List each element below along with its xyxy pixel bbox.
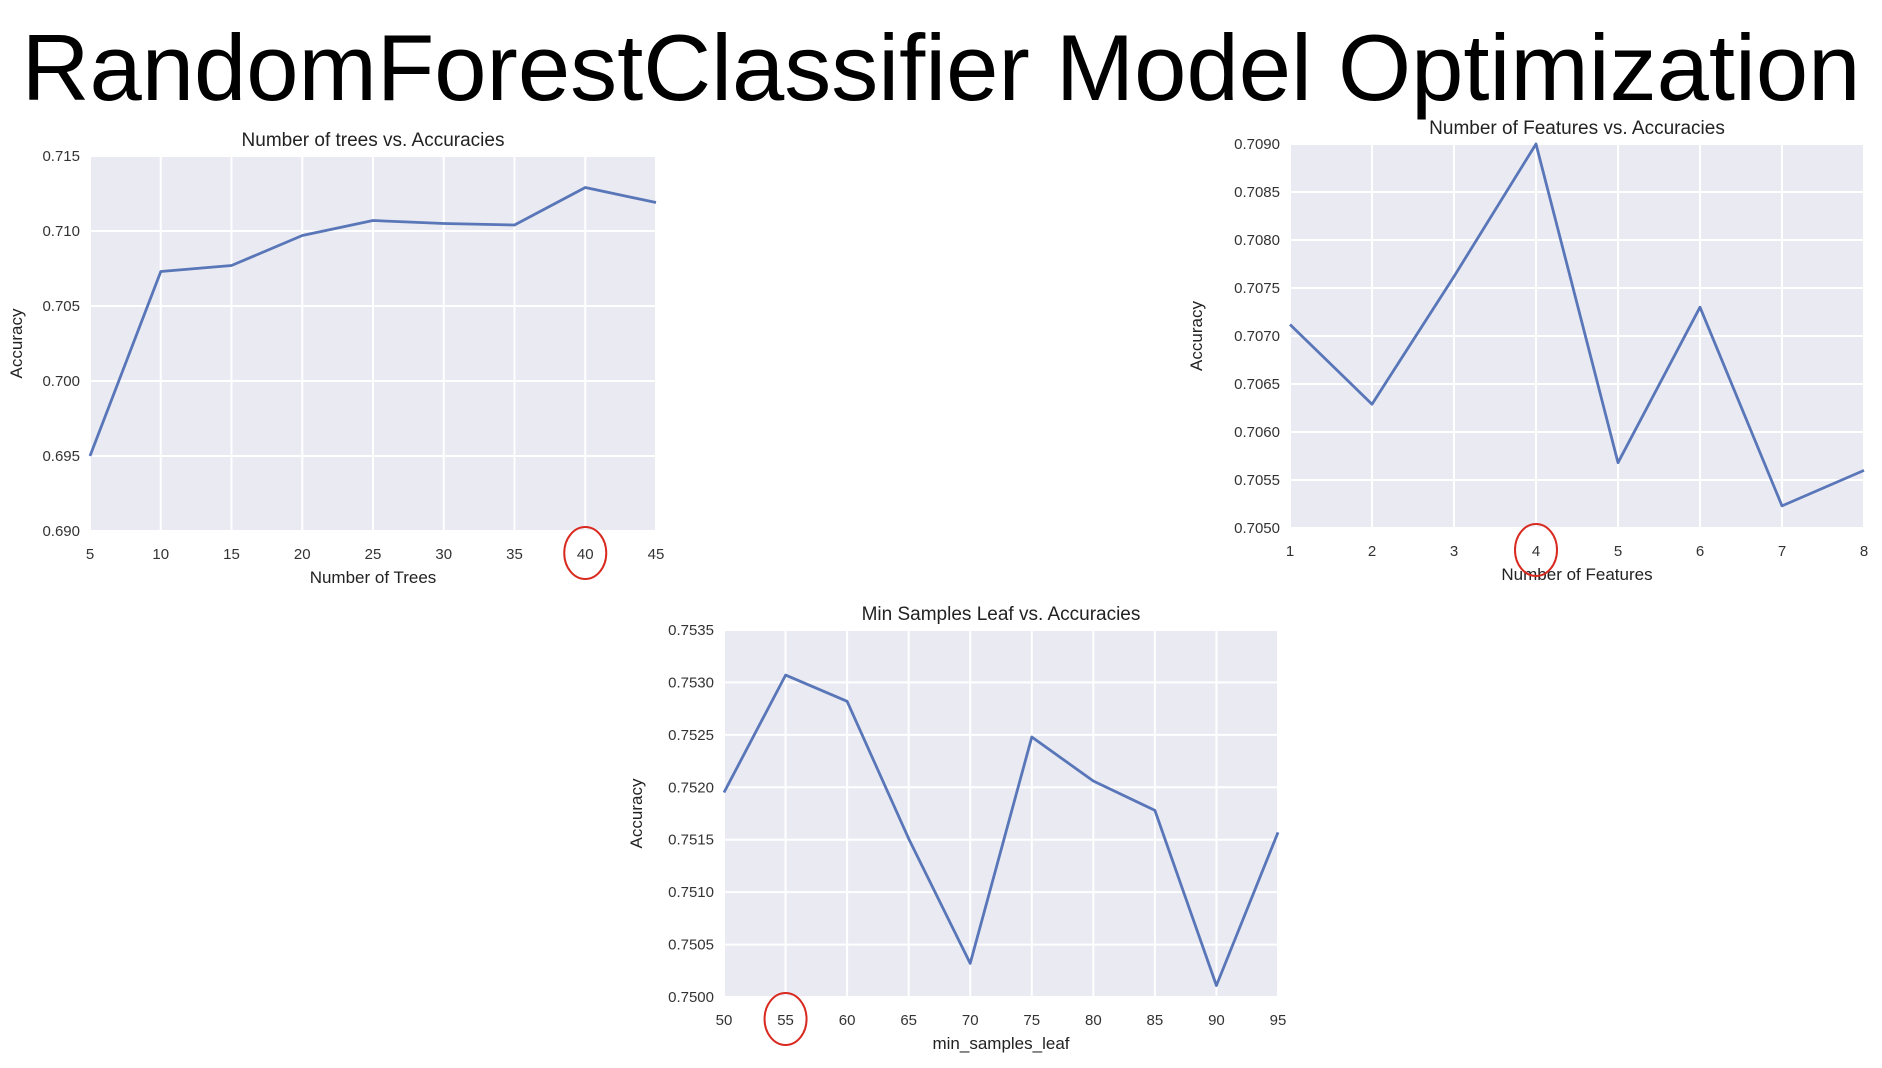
y-tick-label: 0.7050 xyxy=(1234,520,1280,537)
x-tick-label: 35 xyxy=(506,546,523,563)
y-tick-label: 0.7070 xyxy=(1234,328,1280,345)
x-tick-label: 50 xyxy=(716,1012,733,1029)
x-tick-label: 1 xyxy=(1286,543,1294,560)
chart-min-samples-leaf: 50 55 60 65 70 75 80 85 90 95 0.7500 0.7505 0.7510 0.… xyxy=(627,604,1287,1053)
x-tick-label: 25 xyxy=(365,546,382,563)
x-tick-label: 5 xyxy=(86,546,94,563)
highlight-circle xyxy=(763,992,808,1046)
x-tick-label: 75 xyxy=(1023,1012,1040,1029)
y-tick-label: 0.7515 xyxy=(668,832,714,849)
x-tick-label: 6 xyxy=(1696,543,1704,560)
x-tick-label: 2 xyxy=(1368,543,1376,560)
x-tick-label: 7 xyxy=(1778,543,1786,560)
x-axis-label: Number of Features xyxy=(1501,565,1652,584)
y-tick-label: 0.7510 xyxy=(668,884,714,901)
x-tick-label: 4 xyxy=(1532,543,1540,560)
x-tick-label: 10 xyxy=(152,546,169,563)
x-tick-label: 60 xyxy=(839,1012,856,1029)
y-tick-label: 0.7500 xyxy=(668,989,714,1006)
x-tick-label: 80 xyxy=(1085,1012,1102,1029)
x-tick-label: 85 xyxy=(1147,1012,1164,1029)
data-series-line xyxy=(1289,142,1865,508)
x-tick-label: 95 xyxy=(1270,1012,1287,1029)
x-tick-label: 20 xyxy=(294,546,311,563)
y-tick-label: 0.7080 xyxy=(1234,232,1280,249)
chart-title: Min Samples Leaf vs. Accuracies xyxy=(862,604,1141,625)
y-tick-label: 0.7530 xyxy=(668,674,714,691)
x-tick-label: 40 xyxy=(577,546,594,563)
chart-number-of-features: 1 2 3 4 5 6 7 8 0.7050 0.7055 0.7060 0.7065 0.7070 0.… xyxy=(1187,118,1868,584)
x-axis-label: min_samples_leaf xyxy=(932,1034,1069,1053)
x-axis-label: Number of Trees xyxy=(310,568,437,587)
highlight-circle xyxy=(1514,523,1558,577)
chart-title: Number of trees vs. Accuracies xyxy=(242,130,505,151)
x-tick-label: 65 xyxy=(900,1012,917,1029)
y-tick-label: 0.7535 xyxy=(668,622,714,639)
y-tick-label: 0.7085 xyxy=(1234,184,1280,201)
x-tick-label: 90 xyxy=(1208,1012,1225,1029)
chart-number-of-trees: 5 10 15 20 25 30 35 40 45 0.690 0.695 0.700 0.705 0.7… xyxy=(7,130,665,587)
y-tick-label: 0.7065 xyxy=(1234,376,1280,393)
y-axis-label: Accuracy xyxy=(7,308,26,378)
page-title: RandomForestClassifier Model Optimizatio… xyxy=(21,15,1861,120)
x-tick-label: 30 xyxy=(435,546,452,563)
plot-area xyxy=(724,630,1278,997)
y-axis-label: Accuracy xyxy=(627,778,646,848)
y-tick-label: 0.710 xyxy=(42,223,80,240)
highlight-circle xyxy=(563,526,608,580)
y-tick-label: 0.695 xyxy=(42,448,80,465)
y-axis-label: Accuracy xyxy=(1187,301,1206,371)
data-series-line xyxy=(722,673,1280,987)
x-tick-label: 45 xyxy=(648,546,665,563)
x-tick-label: 70 xyxy=(962,1012,979,1029)
x-tick-label: 3 xyxy=(1450,543,1458,560)
x-tick-label: 15 xyxy=(223,546,240,563)
y-tick-label: 0.7520 xyxy=(668,779,714,796)
x-tick-label: 5 xyxy=(1614,543,1622,560)
chart-title: Number of Features vs. Accuracies xyxy=(1429,118,1725,139)
y-tick-label: 0.7505 xyxy=(668,937,714,954)
y-tick-label: 0.7525 xyxy=(668,727,714,744)
y-tick-label: 0.715 xyxy=(42,148,80,165)
x-tick-label: 8 xyxy=(1860,543,1868,560)
y-tick-label: 0.7060 xyxy=(1234,424,1280,441)
x-tick-label: 55 xyxy=(777,1012,794,1029)
y-tick-label: 0.700 xyxy=(42,373,80,390)
y-tick-label: 0.690 xyxy=(42,523,80,540)
y-tick-label: 0.705 xyxy=(42,298,80,315)
y-tick-label: 0.7090 xyxy=(1234,136,1280,153)
y-tick-label: 0.7055 xyxy=(1234,472,1280,489)
y-tick-label: 0.7075 xyxy=(1234,280,1280,297)
data-series-line xyxy=(88,186,657,457)
